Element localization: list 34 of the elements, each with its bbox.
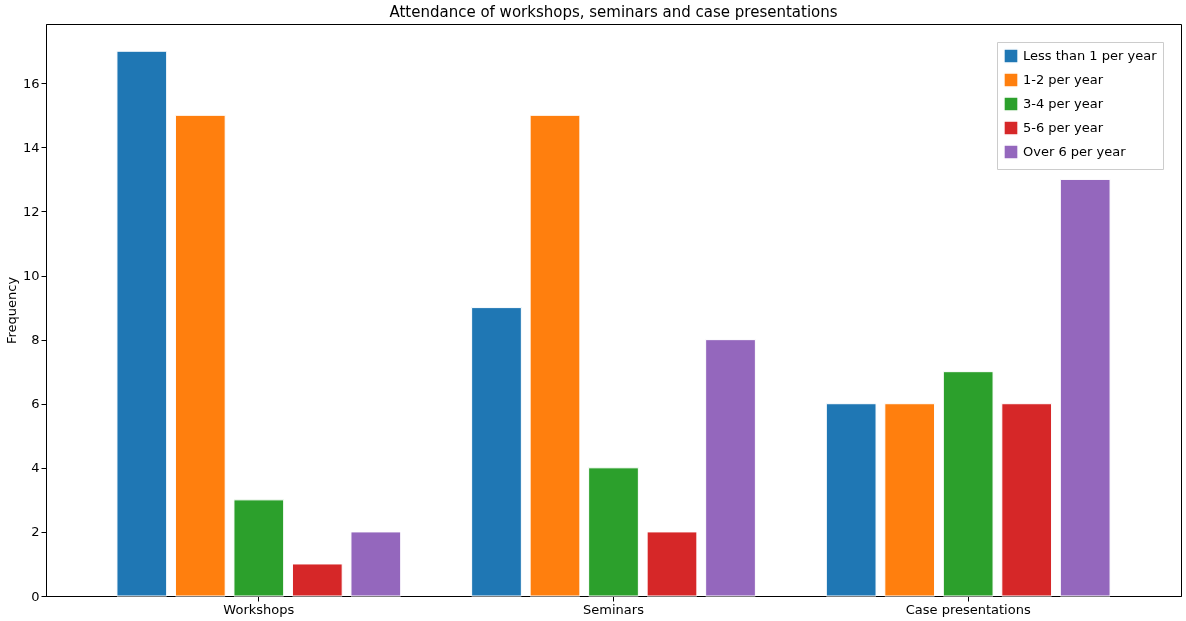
y-tick-label: 10 <box>22 268 40 284</box>
bar <box>350 531 402 597</box>
y-axis-title: Frequency <box>3 276 19 345</box>
bar <box>942 371 994 597</box>
y-tick-label: 2 <box>31 524 40 540</box>
y-tick-label: 16 <box>22 75 40 91</box>
bar <box>588 467 639 597</box>
bar <box>529 114 581 597</box>
y-tick-label: 6 <box>31 396 40 412</box>
y-tick-label: 4 <box>31 460 40 476</box>
y-tick-label: 14 <box>22 139 40 155</box>
y-tick-label: 8 <box>31 332 40 348</box>
bar <box>233 499 285 597</box>
legend-label: Less than 1 per year <box>1023 48 1158 63</box>
legend-label: Over 6 per year <box>1023 144 1127 159</box>
legend-label: 5-6 per year <box>1023 120 1104 135</box>
bar <box>1001 403 1053 597</box>
y-tick-label: 0 <box>31 588 40 604</box>
bar <box>1059 178 1111 597</box>
bar <box>884 403 936 597</box>
bar <box>471 307 522 597</box>
bar <box>646 531 698 597</box>
bar <box>705 339 756 597</box>
bar <box>116 50 168 597</box>
legend-label: 3-4 per year <box>1023 96 1104 111</box>
chart-title: Attendance of workshops, seminars and case presentations <box>389 3 838 21</box>
bar <box>291 563 343 597</box>
x-tick-label: Workshops <box>223 601 295 617</box>
legend-label: 1-2 per year <box>1023 72 1104 87</box>
x-tick-label: Seminars <box>583 601 645 617</box>
y-tick-label: 12 <box>22 203 40 219</box>
x-tick-label: Case presentations <box>905 601 1031 617</box>
bar <box>174 114 226 597</box>
bar <box>825 403 877 597</box>
